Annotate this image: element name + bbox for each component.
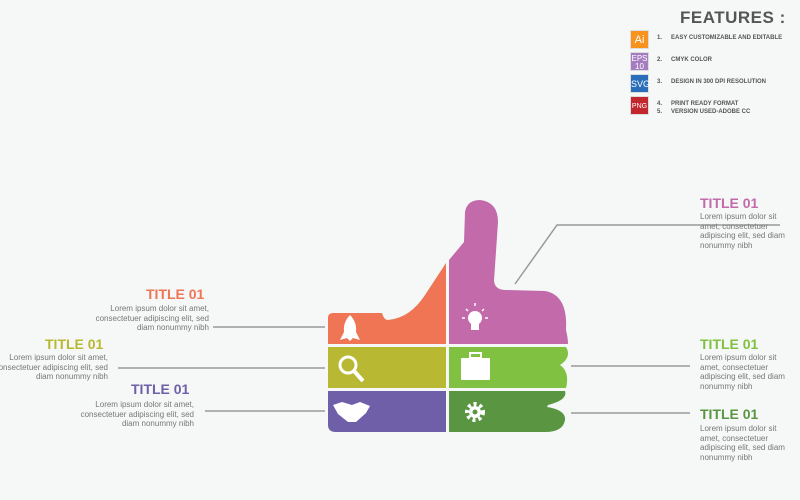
gear-icon [465, 402, 485, 422]
lightbulb-icon [462, 303, 488, 330]
block-title: TITLE 01 [146, 286, 205, 302]
block-description: Lorem ipsum dolor sit amet, consectetuer… [700, 424, 785, 462]
feature-item: 5. VERSION USED-ADOBE CC [630, 104, 800, 124]
block-description: Lorem ipsum dolor sit amet, consectetuer… [700, 212, 785, 250]
feature-number: 1. [657, 35, 663, 41]
eps-badge: EPS 10 [630, 52, 649, 71]
handshake-icon [333, 402, 370, 422]
segment-pink [449, 200, 568, 344]
segment-purple [328, 391, 446, 432]
rocket-icon [340, 315, 360, 341]
feature-number: 4. [657, 101, 663, 107]
block-title: TITLE 01 [700, 336, 759, 352]
magnifier-icon [338, 355, 365, 383]
segment-orange [328, 263, 446, 344]
feature-text: CMYK COLOR [671, 57, 712, 63]
ai-badge: Ai [630, 30, 649, 49]
feature-number: 2. [657, 57, 663, 63]
feature-item: Ai 1. EASY CUSTOMIZABLE AND EDITABLE [630, 30, 800, 50]
feature-item: PNG 4. PRINT READY FORMAT [630, 96, 800, 116]
block-title: TITLE 01 [700, 195, 759, 211]
block-description: Lorem ipsum dolor sit amet, consectetuer… [700, 353, 785, 391]
segment-dark-green [449, 391, 566, 432]
block-description: Lorem ipsum dolor sit amet, consectetuer… [80, 400, 194, 428]
segment-olive [328, 347, 446, 388]
feature-item: EPS 10 2. CMYK COLOR [630, 52, 800, 72]
block-title: TITLE 01 [131, 381, 190, 397]
png-badge: PNG [630, 96, 649, 115]
feature-text: EASY CUSTOMIZABLE AND EDITABLE [671, 35, 783, 41]
block-description: Lorem ipsum dolor sit amet, consectetuer… [0, 353, 108, 381]
feature-number: 5. [657, 109, 663, 115]
feature-text: DESIGN IN 300 DPI RESOLUTION [671, 79, 767, 85]
block-title: TITLE 01 [45, 336, 104, 352]
feature-text: VERSION USED-ADOBE CC [671, 109, 751, 115]
svg-badge: SVG [630, 74, 650, 93]
connector-line [514, 224, 780, 285]
feature-number: 3. [657, 79, 663, 85]
block-description: Lorem ipsum dolor sit amet, consectetuer… [95, 304, 209, 332]
features-title: FEATURES : [680, 8, 786, 27]
feature-text: PRINT READY FORMAT [671, 101, 739, 107]
feature-item: SVG 3. DESIGN IN 300 DPI RESOLUTION [630, 74, 800, 94]
block-title: TITLE 01 [700, 406, 759, 422]
briefcase-icon [461, 352, 490, 380]
